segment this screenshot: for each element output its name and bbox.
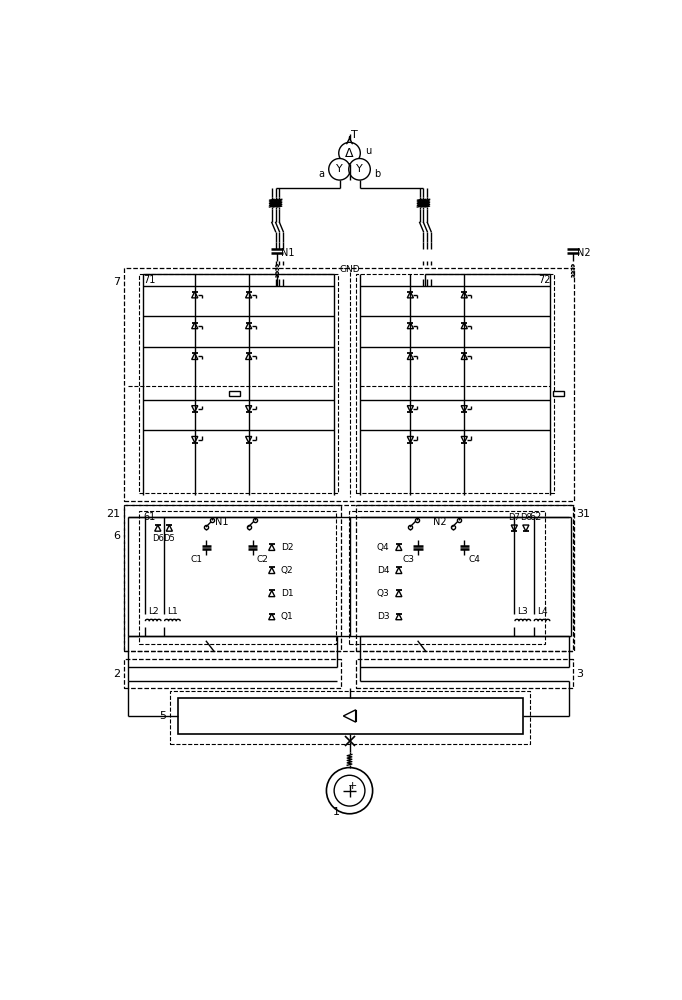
Text: D3: D3 <box>377 612 389 621</box>
Bar <box>124 505 574 651</box>
Text: Q4: Q4 <box>377 543 389 552</box>
Text: a: a <box>318 169 325 179</box>
Text: N1: N1 <box>215 517 228 527</box>
Text: Y: Y <box>336 164 343 174</box>
Bar <box>229 391 240 396</box>
Text: T: T <box>351 130 357 140</box>
Text: D7: D7 <box>508 513 520 522</box>
Text: 7: 7 <box>113 277 120 287</box>
Text: 31: 31 <box>577 509 591 519</box>
Circle shape <box>327 768 372 814</box>
Circle shape <box>334 775 365 806</box>
Circle shape <box>349 158 370 180</box>
Text: D5: D5 <box>164 534 175 543</box>
Text: L3: L3 <box>518 607 528 616</box>
Text: Q1: Q1 <box>281 612 294 621</box>
Text: 62: 62 <box>529 512 542 522</box>
Bar <box>356 274 554 493</box>
Text: L1: L1 <box>167 607 178 616</box>
Text: Q3: Q3 <box>377 589 389 598</box>
Text: N2: N2 <box>433 517 447 527</box>
Text: 3: 3 <box>577 669 584 679</box>
Text: C3: C3 <box>402 555 414 564</box>
Text: N1: N1 <box>281 248 295 258</box>
Text: 21: 21 <box>106 509 120 519</box>
Text: u: u <box>365 146 371 156</box>
Text: 2: 2 <box>113 669 120 679</box>
Bar <box>139 511 336 644</box>
Text: D4: D4 <box>377 566 389 575</box>
Bar <box>356 505 573 651</box>
Bar <box>553 391 563 396</box>
Bar <box>178 698 523 734</box>
Circle shape <box>339 142 360 164</box>
Text: 5: 5 <box>160 711 166 721</box>
Text: 71: 71 <box>143 275 155 285</box>
Text: +: + <box>348 781 357 791</box>
Text: D1: D1 <box>281 589 294 598</box>
Bar <box>170 691 531 744</box>
Bar <box>349 511 545 644</box>
Text: D6: D6 <box>152 534 164 543</box>
Text: C4: C4 <box>468 555 480 564</box>
Text: Q2: Q2 <box>281 566 294 575</box>
Text: D8: D8 <box>520 513 532 522</box>
Bar <box>124 505 341 651</box>
Text: b: b <box>374 169 381 179</box>
Text: D2: D2 <box>281 543 293 552</box>
Bar <box>124 659 341 688</box>
Text: GND: GND <box>339 265 360 274</box>
Text: N2: N2 <box>577 248 591 258</box>
Text: 61: 61 <box>143 512 155 522</box>
Text: L2: L2 <box>148 607 158 616</box>
Text: C2: C2 <box>256 555 268 564</box>
Text: 72: 72 <box>538 275 550 285</box>
Text: Δ: Δ <box>345 147 354 160</box>
Text: 6: 6 <box>113 531 120 541</box>
Bar <box>356 659 573 688</box>
Text: C1: C1 <box>190 555 203 564</box>
Bar <box>139 274 338 493</box>
Text: L4: L4 <box>537 607 548 616</box>
Circle shape <box>329 158 351 180</box>
Text: 1: 1 <box>333 807 340 817</box>
Bar <box>124 268 574 501</box>
Text: Y: Y <box>356 164 363 174</box>
